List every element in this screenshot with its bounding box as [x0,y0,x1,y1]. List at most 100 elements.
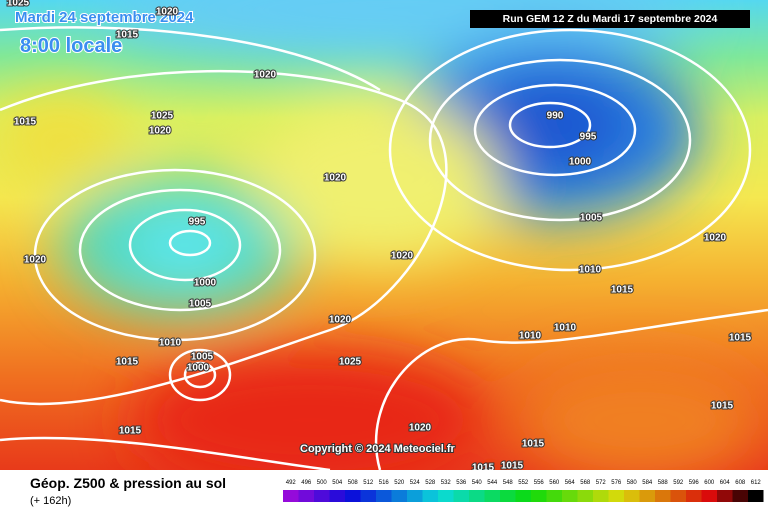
scale-label: 504 [332,480,343,486]
scale-swatch [701,490,717,502]
isobar-label: 1000 [569,157,592,168]
copyright: Copyright © 2024 Meteociel.fr [300,443,456,455]
isobar-label: 1015 [611,285,634,296]
scale-label: 536 [456,480,467,486]
scale-swatch [639,490,655,502]
scale-label: 580 [627,480,638,486]
scale-swatch [562,490,578,502]
scale-swatch [500,490,516,502]
scale-label: 548 [503,480,514,486]
scale-swatch [748,490,764,502]
scale-swatch [329,490,345,502]
isobars [0,26,768,470]
scale-swatch [453,490,469,502]
isobar-label: 1020 [409,423,432,434]
scale-label: 520 [394,480,405,486]
isobar-label: 1010 [579,265,602,276]
isobar-label: 1015 [116,357,139,368]
scale-label: 532 [441,480,452,486]
isobar-label: 1010 [159,338,182,349]
scale-label: 608 [735,480,746,486]
scale-label: 592 [673,480,684,486]
isobar-label: 1020 [391,251,414,262]
scale-label: 528 [425,480,436,486]
isobar-label: 1015 [119,426,142,437]
isobar-label: 990 [547,111,564,122]
scale-label: 572 [596,480,607,486]
isobar-label: 1015 [729,333,752,344]
scale-label: 600 [704,480,715,486]
scale-label: 500 [317,480,328,486]
scale-swatch [670,490,686,502]
scale-label: 512 [363,480,374,486]
scale-label: 544 [487,480,498,486]
scale-swatch [422,490,438,502]
scale-label: 508 [348,480,359,486]
footer-title: Géop. Z500 & pression au sol [30,475,226,491]
isobar-label: 1025 [339,357,362,368]
scale-label: 540 [472,480,483,486]
scale-swatch [314,490,330,502]
isobar-label: 1020 [704,233,727,244]
scale-swatch [717,490,733,502]
scale-label: 556 [534,480,545,486]
isobar-label: 1020 [329,315,352,326]
isobar-labels: 1025 1015 1020 1020 1015 1025 1020 1020 990 995 10… [6,0,753,474]
scale-swatch [546,490,562,502]
scale-swatch [655,490,671,502]
isobar-label: 1025 [7,0,30,9]
scale-swatch [407,490,423,502]
scale-swatch [469,490,485,502]
isobar-label: 1015 [116,30,139,41]
scale-swatch [686,490,702,502]
scale-swatch [283,490,299,502]
scale-swatch [391,490,407,502]
isobar-label: 1020 [156,7,179,18]
scale-swatch [732,490,748,502]
scale-swatch [360,490,376,502]
scale-swatch [298,490,314,502]
scale-label: 604 [720,480,731,486]
scale-label: 596 [689,480,700,486]
scale-label: 552 [518,480,529,486]
scale-swatch [624,490,640,502]
scale-swatch [593,490,609,502]
scale-label: 496 [301,480,312,486]
scale-label: 576 [611,480,622,486]
isobar-label: 1020 [24,255,47,266]
isobar-label: 1005 [580,213,603,224]
map: Run GEM 12 Z du Mardi 17 septembre 2024 … [0,0,768,474]
field [0,0,760,470]
footer-subtitle: (+ 162h) [30,495,71,507]
isobar-label: 1020 [149,126,172,137]
scale-label: 588 [658,480,669,486]
scale-swatch [438,490,454,502]
run-box [470,10,750,28]
isobar-label: 1005 [191,352,214,363]
isobar-label: 1020 [324,173,347,184]
isobar-label: 1010 [519,331,542,342]
scale-swatch [577,490,593,502]
isobar-label: 1015 [14,117,37,128]
scale-label: 516 [379,480,390,486]
scale-label: 524 [410,480,421,486]
isobar-label: 1025 [151,111,174,122]
scale-swatch [376,490,392,502]
scale-label: 560 [549,480,560,486]
isobar-label: 1015 [501,461,524,472]
scale-swatch [484,490,500,502]
color-scale: 492 496 500 504 508 512 516 520 524 528 532 536 540 5… [283,480,764,502]
isobar-label: 1000 [187,363,210,374]
scale-swatch [531,490,547,502]
isobar-label: 1015 [472,463,495,474]
scale-swatch [345,490,361,502]
run-info: Run GEM 12 Z du Mardi 17 septembre 2024 [503,13,718,25]
scale-label: 492 [286,480,297,486]
date: Mardi 24 septembre 2024 [15,9,194,26]
time: 8:00 locale [20,35,122,57]
isobar-label: 1010 [554,323,577,334]
isobar-label: 1020 [254,70,277,81]
scale-label: 564 [565,480,576,486]
isobar-label: 1000 [194,278,217,289]
